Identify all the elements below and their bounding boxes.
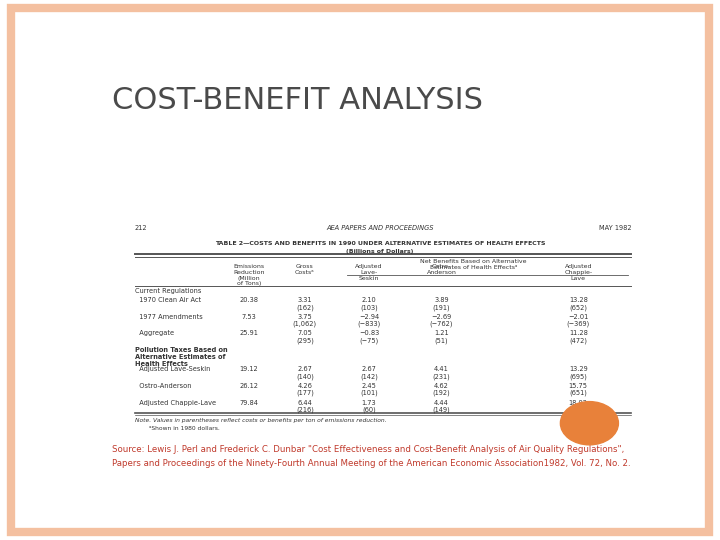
Text: 25.91: 25.91 <box>240 330 258 336</box>
Text: Source: Lewis J. Perl and Frederick C. Dunbar "Cost Effectiveness and Cost-Benef: Source: Lewis J. Perl and Frederick C. D… <box>112 446 624 454</box>
Text: 19.12: 19.12 <box>240 366 258 372</box>
Text: 18.02
(603): 18.02 (603) <box>569 400 588 413</box>
Text: Adjusted
Chappie-
Lave: Adjusted Chappie- Lave <box>564 264 593 281</box>
Text: 7.53: 7.53 <box>242 314 256 320</box>
Text: −2.69
(−762): −2.69 (−762) <box>430 314 454 327</box>
Text: 4.26
(177): 4.26 (177) <box>296 383 314 396</box>
Text: Papers and Proceedings of the Ninety-Fourth Annual Meeting of the American Econo: Papers and Proceedings of the Ninety-Fou… <box>112 459 631 468</box>
Text: 4.62
(192): 4.62 (192) <box>433 383 451 396</box>
Text: 3.75
(1,062): 3.75 (1,062) <box>293 314 317 327</box>
Text: 11.28
(472): 11.28 (472) <box>569 330 588 344</box>
Text: Adjusted Chappie-Lave: Adjusted Chappie-Lave <box>135 400 216 406</box>
Text: Net Benefits Based on Alternative
Estimates of Health Effectsᵃ: Net Benefits Based on Alternative Estima… <box>420 259 527 270</box>
Text: 3.31
(162): 3.31 (162) <box>296 297 314 310</box>
Text: 212: 212 <box>135 225 148 231</box>
Text: Gross
Costsᵃ: Gross Costsᵃ <box>295 264 315 275</box>
Text: Emissions
Reduction
(Million
of Tons): Emissions Reduction (Million of Tons) <box>233 264 265 286</box>
Text: 79.84: 79.84 <box>240 400 258 406</box>
Text: TABLE 2—COSTS AND BENEFITS IN 1990 UNDER ALTERNATIVE ESTIMATES OF HEALTH EFFECTS: TABLE 2—COSTS AND BENEFITS IN 1990 UNDER… <box>215 241 546 246</box>
Circle shape <box>560 402 618 445</box>
Text: 1.73
(60): 1.73 (60) <box>361 400 377 413</box>
Text: Pollution Taxes Based on
Alternative Estimates of
Health Effects: Pollution Taxes Based on Alternative Est… <box>135 347 228 367</box>
Text: Ostro-Anderson: Ostro-Anderson <box>135 383 191 389</box>
Text: 4.41
(231): 4.41 (231) <box>433 366 451 380</box>
Text: 15.75
(651): 15.75 (651) <box>569 383 588 396</box>
Text: 20.38: 20.38 <box>240 297 258 303</box>
Text: 13.28
(652): 13.28 (652) <box>569 297 588 310</box>
Text: Note. Values in parentheses reflect costs or benefits per ton of emissions reduc: Note. Values in parentheses reflect cost… <box>135 418 386 423</box>
Text: 4.44
(149): 4.44 (149) <box>433 400 451 413</box>
Text: −2.01
(−369): −2.01 (−369) <box>567 314 590 327</box>
Text: −2.94
(−833): −2.94 (−833) <box>357 314 381 327</box>
Text: −0.83
(−75): −0.83 (−75) <box>359 330 379 344</box>
Text: ᵃShown in 1980 dollars.: ᵃShown in 1980 dollars. <box>148 426 220 431</box>
Text: Current Regulations: Current Regulations <box>135 288 201 294</box>
Text: COST-BENEFIT ANALYSIS: COST-BENEFIT ANALYSIS <box>112 85 483 114</box>
Text: AEA PAPERS AND PROCEEDINGS: AEA PAPERS AND PROCEEDINGS <box>326 225 434 231</box>
Text: Aggregate: Aggregate <box>135 330 174 336</box>
Text: Ostro-
Anderson: Ostro- Anderson <box>427 264 456 275</box>
Text: 1.21
(51): 1.21 (51) <box>434 330 449 344</box>
Text: 2.67
(140): 2.67 (140) <box>296 366 314 380</box>
Text: 3.89
(191): 3.89 (191) <box>433 297 450 310</box>
Text: 1970 Clean Air Act: 1970 Clean Air Act <box>135 297 201 303</box>
Text: 6.44
(216): 6.44 (216) <box>296 400 314 413</box>
Text: 26.12: 26.12 <box>240 383 258 389</box>
Text: 1977 Amendments: 1977 Amendments <box>135 314 202 320</box>
Text: 7.05
(295): 7.05 (295) <box>296 330 314 344</box>
Text: 2.45
(101): 2.45 (101) <box>360 383 378 396</box>
Text: (Billions of Dollars): (Billions of Dollars) <box>346 249 414 254</box>
Text: 13.29
(695): 13.29 (695) <box>569 366 588 380</box>
Text: 2.67
(142): 2.67 (142) <box>360 366 378 380</box>
Text: MAY 1982: MAY 1982 <box>598 225 631 231</box>
Text: 2.10
(103): 2.10 (103) <box>360 297 378 310</box>
Text: Adjusted
Lave-
Seskin: Adjusted Lave- Seskin <box>355 264 383 281</box>
Text: Adjusted Lave-Seskin: Adjusted Lave-Seskin <box>135 366 210 372</box>
